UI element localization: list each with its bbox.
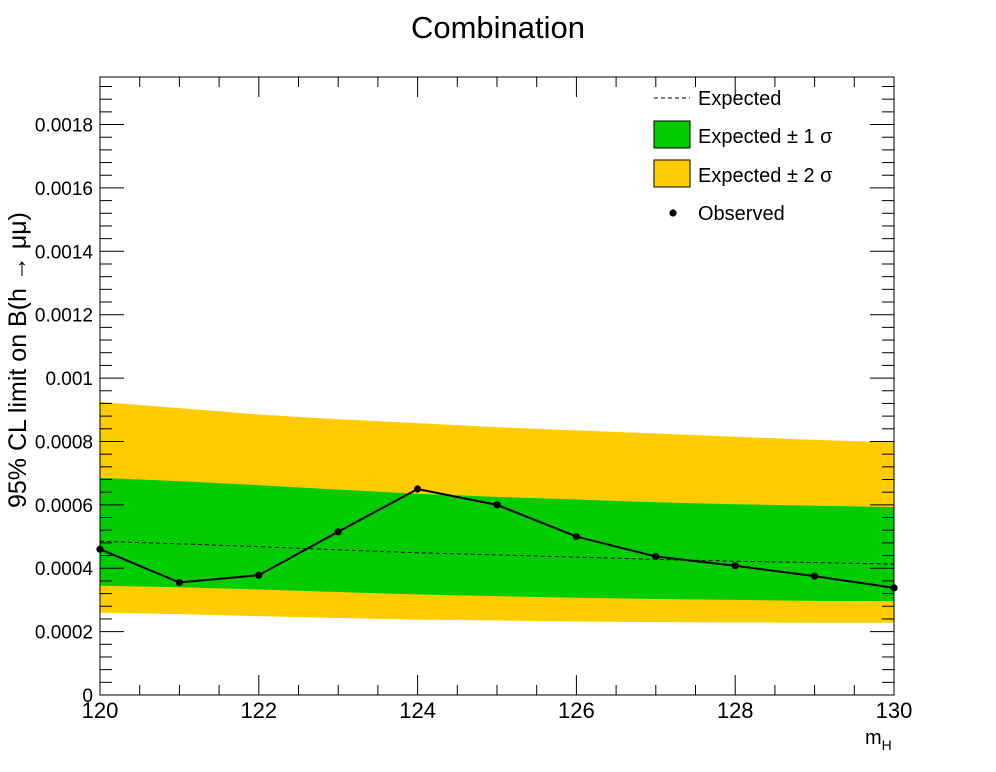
legend-label: Expected ± 2 σ xyxy=(698,165,833,187)
y-tick-label: 0.0008 xyxy=(35,432,93,453)
x-axis-title-main: m xyxy=(865,727,882,749)
band-1sigma xyxy=(100,477,894,602)
observed-point xyxy=(255,571,263,579)
observed-point xyxy=(731,562,739,570)
y-tick-label: 0.0016 xyxy=(35,179,93,200)
observed-point xyxy=(334,528,342,536)
legend-label: Expected xyxy=(698,88,781,110)
y-tick-label: 0.0002 xyxy=(35,623,93,644)
legend-band-swatch xyxy=(653,120,691,149)
legend-observed-swatch xyxy=(669,209,677,217)
y-tick-label: 0.0006 xyxy=(35,496,93,517)
observed-layer xyxy=(96,485,898,592)
legend-band-swatch xyxy=(653,159,691,188)
observed-point xyxy=(572,532,581,541)
legend-label: Expected ± 1 σ xyxy=(698,126,833,148)
observed-point xyxy=(652,552,660,561)
y-tick-label: 0.0014 xyxy=(35,242,94,263)
observed-point xyxy=(811,572,819,580)
observed-point xyxy=(414,485,422,493)
x-tick-label: 120 xyxy=(82,698,119,723)
legend-label: Observed xyxy=(698,203,785,225)
x-axis-title-sub: H xyxy=(882,737,892,753)
y-axis-title: 95% CL limit on B(h → μμ) xyxy=(4,212,32,508)
y-tick-label: 0.0012 xyxy=(35,306,93,327)
expected-layer xyxy=(99,540,895,565)
x-tick-label: 126 xyxy=(558,698,595,723)
x-tick-label: 128 xyxy=(717,698,754,723)
x-tick-label: 124 xyxy=(399,698,436,723)
expected-line xyxy=(99,540,895,565)
observed-point xyxy=(493,501,501,509)
x-tick-label: 122 xyxy=(240,698,277,723)
x-axis-title: mH xyxy=(865,727,892,753)
y-tick-label: 0.001 xyxy=(45,369,93,390)
legend: Expected Expected ± 1 σ Expected ± 2 σ Obse… xyxy=(653,88,833,225)
observed-point xyxy=(175,578,183,587)
bands-layer xyxy=(100,401,894,623)
x-tick-label: 130 xyxy=(876,698,913,723)
y-tick-label: 0 xyxy=(82,686,93,707)
y-tick-label: 0.0004 xyxy=(35,559,94,580)
ticks-layer: 120 122 124 126 128 130 0 0.0002 0.0004 0.0006 0.0… xyxy=(35,77,912,723)
chart-title: Combination xyxy=(411,10,585,45)
y-tick-label: 0.0018 xyxy=(35,116,93,137)
